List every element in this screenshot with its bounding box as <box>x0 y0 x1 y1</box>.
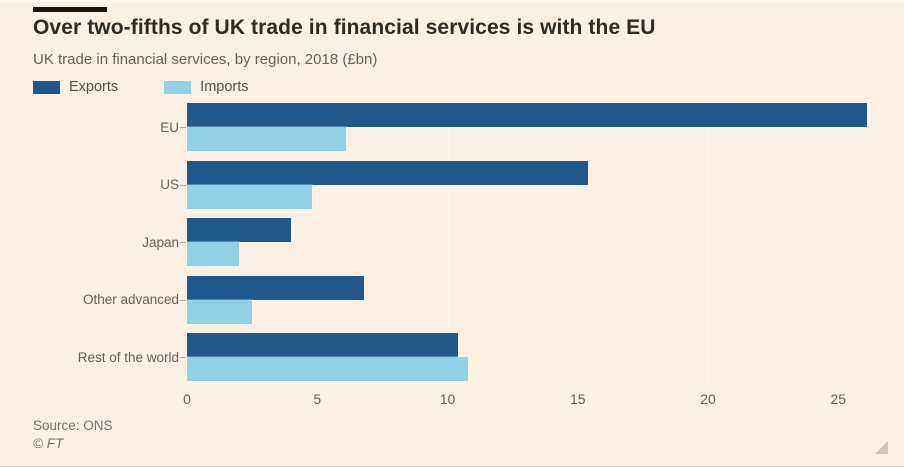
x-axis-tick-0: 0 <box>183 391 191 407</box>
category-label-other-advanced: Other advanced <box>82 292 179 307</box>
gridline-25 <box>838 95 840 385</box>
imports-swatch-icon <box>164 80 192 94</box>
gridline-20 <box>708 95 709 385</box>
legend-item-exports: Exports <box>33 79 118 95</box>
bar-exports-eu <box>187 103 867 127</box>
category-label-us: US <box>160 177 179 192</box>
resize-handle[interactable] <box>875 441 888 454</box>
legend-label-exports: Exports <box>69 79 119 95</box>
bar-imports-eu <box>187 127 346 151</box>
bar-exports-rest-of-the-world <box>187 333 458 357</box>
gridline-15 <box>577 95 579 385</box>
x-axis-tick-20: 20 <box>700 391 716 407</box>
accent-bar <box>33 7 107 12</box>
legend-item-imports: Imports <box>164 79 249 95</box>
exports-swatch-icon <box>33 80 60 94</box>
category-tick-eu <box>180 127 187 128</box>
category-tick-us <box>180 184 187 186</box>
legend-label-imports: Imports <box>200 79 249 95</box>
x-axis-tick-15: 15 <box>569 391 586 407</box>
category-tick-japan <box>180 242 187 243</box>
bar-imports-us <box>187 184 313 209</box>
category-tick-rest-of-the-world <box>180 357 187 358</box>
x-axis-tick-10: 10 <box>439 391 456 407</box>
x-axis-tick-25: 25 <box>830 391 847 407</box>
category-label-japan: Japan <box>142 234 179 250</box>
bar-exports-japan <box>187 218 292 242</box>
bar-imports-rest-of-the-world <box>187 357 469 381</box>
bar-exports-other-advanced <box>187 275 365 300</box>
chart-subtitle: UK trade in financial services, by regio… <box>33 51 378 68</box>
gridline-10 <box>447 95 449 385</box>
chart-legend: Exports Imports <box>33 79 249 95</box>
category-label-eu: EU <box>160 119 179 135</box>
category-tick-other-advanced <box>180 299 187 301</box>
x-axis-tick-5: 5 <box>313 391 322 407</box>
bar-imports-other-advanced <box>187 299 253 324</box>
bar-exports-us <box>187 160 589 185</box>
source-note: Source: ONS <box>33 418 113 433</box>
bar-imports-japan <box>187 242 240 266</box>
gridline-5 <box>317 95 319 385</box>
ft-copyright: © FT <box>33 436 64 451</box>
category-label-rest-of-the-world: Rest of the world <box>77 349 179 365</box>
chart-title: Over two-fifths of UK trade in financial… <box>33 16 656 39</box>
